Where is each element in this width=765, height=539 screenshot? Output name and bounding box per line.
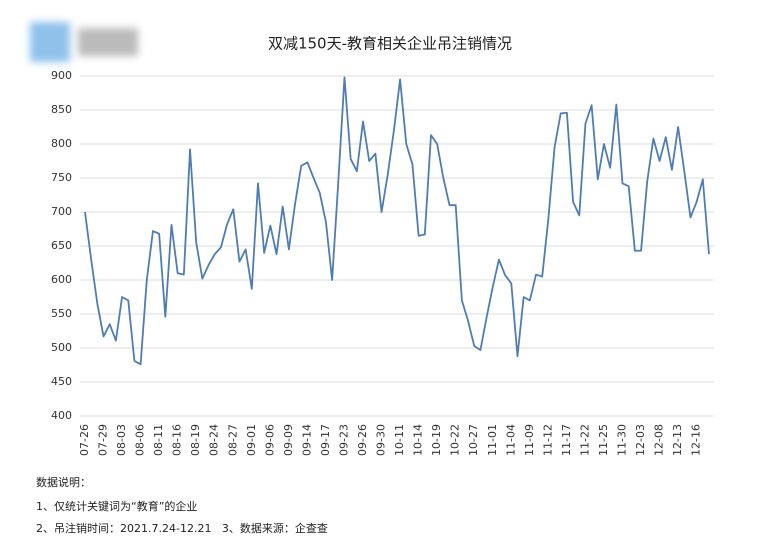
x-tick-label: 11-01 <box>486 424 499 456</box>
logo-blur <box>30 22 70 62</box>
x-tick-label: 08-06 <box>134 424 147 456</box>
x-tick-label: 09-06 <box>263 424 276 456</box>
chart-title: 双减150天-教育相关企业吊注销情况 <box>268 35 512 53</box>
x-tick-label: 10-14 <box>412 424 425 456</box>
y-tick-label: 750 <box>51 171 72 184</box>
x-tick-label: 11-25 <box>597 424 610 456</box>
x-tick-label: 11-22 <box>578 424 591 456</box>
x-tick-label: 08-16 <box>171 424 184 456</box>
x-tick-label: 09-26 <box>356 424 369 456</box>
chart: 双减150天-教育相关企业吊注销情况 400 450 500 550 600 650 700… <box>51 35 714 456</box>
line <box>84 76 710 366</box>
x-tick-label: 07-26 <box>78 424 91 456</box>
y-tick-label: 900 <box>51 69 72 82</box>
x-tick-label: 09-30 <box>375 424 388 456</box>
x-tick-label: 09-14 <box>300 424 313 456</box>
x-tick-label: 12-16 <box>690 424 703 456</box>
x-tick-label: 10-19 <box>430 424 443 456</box>
x-tick-label: 11-30 <box>616 424 629 456</box>
x-tick-label: 11-17 <box>560 424 573 456</box>
x-tick-label: 09-23 <box>337 424 350 456</box>
x-tick-label: 12-08 <box>653 424 666 456</box>
note: 2、吊注销时间：2021.7.24-12.21 3、数据来源：企查查 <box>36 522 328 535</box>
y-tick-label: 400 <box>51 409 72 422</box>
y-tick-label: 550 <box>51 307 72 320</box>
x-tick-label: 08-27 <box>226 424 239 456</box>
x-tick-label: 08-24 <box>208 424 221 456</box>
x-tick-label: 10-27 <box>467 424 480 456</box>
x-tick-label: 10-11 <box>393 424 406 456</box>
y-tick-label: 600 <box>51 273 72 286</box>
y-tick-label: 850 <box>51 103 72 116</box>
y-tick-label: 700 <box>51 205 72 218</box>
x-tick-label: 11-09 <box>523 424 536 456</box>
note: 数据说明： <box>36 476 91 489</box>
x-tick-label: 11-12 <box>541 424 554 456</box>
x-tick-label: 12-03 <box>634 424 647 456</box>
y-tick-label: 500 <box>51 341 72 354</box>
x-tick-label: 08-03 <box>115 424 128 456</box>
x-tick-label: 09-01 <box>245 424 258 456</box>
x-tick-label: 10-22 <box>449 424 462 456</box>
logo-text-blur <box>78 28 138 56</box>
x-tick-label: 08-19 <box>189 424 202 456</box>
x-tick-label: 11-04 <box>504 424 517 456</box>
x-tick-label: 09-17 <box>319 424 332 456</box>
note: 1、仅统计关键词为“教育”的企业 <box>36 500 198 513</box>
y-tick-label: 800 <box>51 137 72 150</box>
x-tick-label: 09-09 <box>282 424 295 456</box>
x-tick-label: 08-11 <box>152 424 165 456</box>
y-tick-label: 650 <box>51 239 72 252</box>
x-tick-label: 07-29 <box>97 424 110 456</box>
x-tick-label: 12-13 <box>671 424 684 456</box>
y-tick-label: 450 <box>51 375 72 388</box>
